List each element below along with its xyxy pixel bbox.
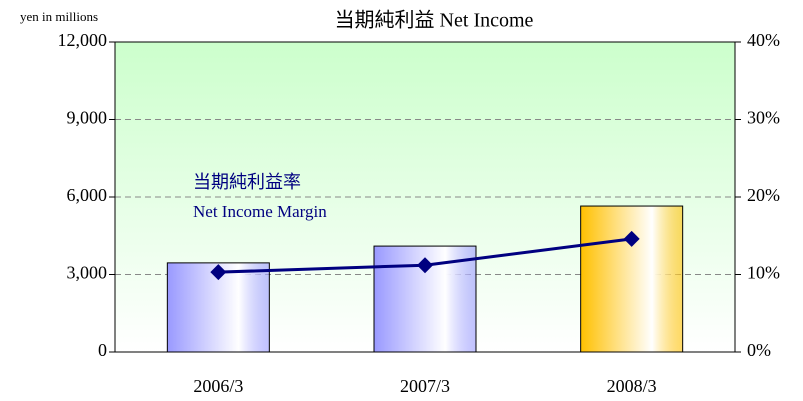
marker [210,264,227,281]
marker [623,230,640,247]
bar [580,205,684,353]
y-tick-label: 0 [98,340,107,360]
x-tick-label: 2008/3 [607,376,657,396]
y2-tick-label: 20% [747,185,780,205]
chart-title: 当期純利益 Net Income [335,9,534,32]
y-tick-label: 9,000 [67,108,108,128]
y-tick-label: 12,000 [58,30,108,50]
y-tick-label: 6,000 [67,185,108,205]
annotation: Net Income Margin [193,202,327,221]
y-axis-label: yen in millions [20,9,98,24]
y2-tick-label: 10% [747,263,780,283]
x-tick-label: 2007/3 [400,376,450,396]
x-tick-label: 2006/3 [193,376,243,396]
marker [417,257,433,274]
annotation: 当期純利益率 [193,172,301,192]
y2-tick-label: 0% [747,340,771,360]
y-tick-label: 3,000 [67,263,108,283]
y2-tick-label: 30% [747,108,780,128]
y2-tick-label: 40% [747,30,780,50]
